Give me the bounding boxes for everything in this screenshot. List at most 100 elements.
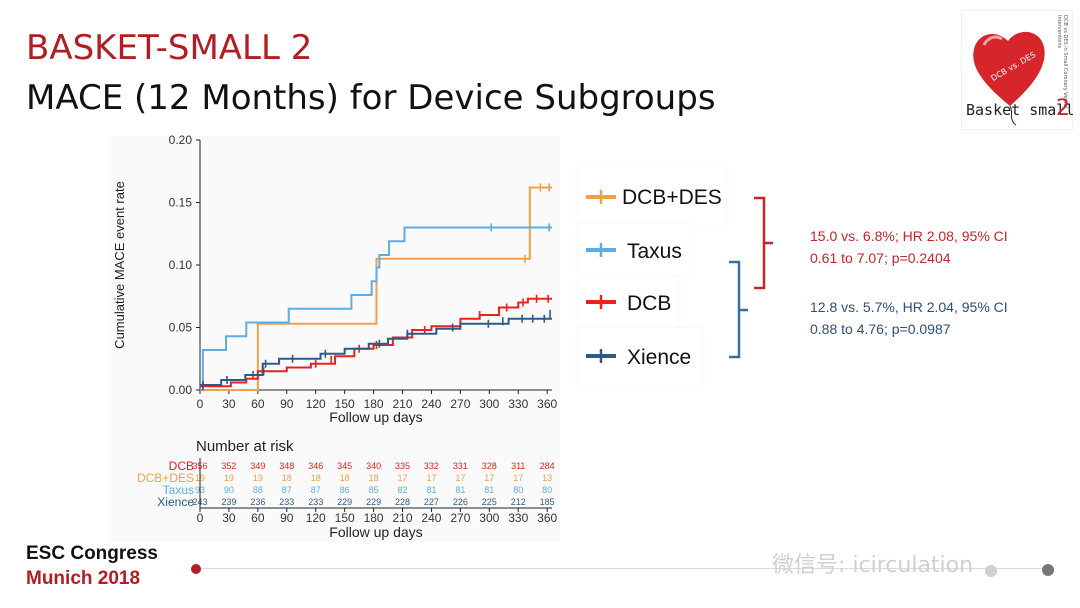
- risk-value: 335: [395, 461, 410, 471]
- legend-label-xience: Xience: [627, 346, 692, 369]
- risk-value: 233: [279, 497, 294, 507]
- red-bracket: [754, 196, 773, 290]
- risk-value: 185: [540, 497, 555, 507]
- risk-table-title: Number at risk: [196, 438, 294, 455]
- risk-value: 81: [455, 485, 465, 495]
- risk-value: 87: [311, 485, 321, 495]
- risk-value: 346: [308, 461, 323, 471]
- risk-value: 311: [511, 461, 525, 471]
- blue-bracket: [729, 260, 748, 359]
- risk-value: 229: [337, 497, 352, 507]
- series-line-taxus: [200, 226, 552, 391]
- y-tick-label: 0.00: [169, 383, 193, 397]
- x-tick-label: 210: [393, 397, 413, 411]
- y-tick-label: 0.15: [169, 196, 193, 210]
- risk-value: 352: [221, 461, 236, 471]
- risk-value: 349: [250, 461, 265, 471]
- risk-value: 85: [369, 485, 379, 495]
- risk-x-tick-label: 90: [280, 511, 294, 525]
- stat-blue-line-2: 0.88 to 4.76; p=0.0987: [810, 321, 951, 337]
- risk-value: 340: [366, 461, 381, 471]
- risk-value: 345: [337, 461, 352, 471]
- risk-x-tick-label: 360: [537, 511, 557, 525]
- risk-row-name: Taxus: [163, 483, 194, 497]
- stat-red-line-2: 0.61 to 7.07; p=0.2404: [810, 250, 951, 266]
- legend-marker-dcb: [586, 295, 616, 309]
- stat-red-line-1: 15.0 vs. 6.8%; HR 2.08, 95% CI: [810, 228, 1008, 244]
- logo-name: Basket small: [966, 101, 1075, 119]
- risk-value: 348: [279, 461, 294, 471]
- x-tick-label: 300: [479, 397, 499, 411]
- y-tick-label: 0.20: [169, 133, 193, 147]
- heart-logo-icon: DCB vs. DES: [973, 31, 1045, 126]
- y-tick-label: 0.10: [169, 258, 193, 272]
- risk-value: 331: [453, 461, 468, 471]
- risk-value: 284: [540, 461, 555, 471]
- risk-value: 86: [340, 485, 350, 495]
- logo-number: 2: [1056, 96, 1070, 121]
- x-tick-label: 180: [364, 397, 384, 411]
- risk-x-tick-label: 300: [479, 511, 499, 525]
- risk-value: 17: [426, 473, 436, 483]
- x-axis-title: Follow up days: [329, 409, 422, 425]
- footer-congress: ESC Congress: [26, 543, 158, 564]
- x-tick-label: 240: [421, 397, 441, 411]
- risk-value: 17: [455, 473, 465, 483]
- risk-value: 13: [542, 473, 552, 483]
- risk-x-tick-label: 270: [450, 511, 470, 525]
- risk-value: 332: [424, 461, 439, 471]
- risk-row-name: DCB: [169, 459, 194, 473]
- risk-x-tick-label: 0: [197, 511, 204, 525]
- footer-divider: [196, 568, 1046, 569]
- y-axis-title: Cumulative MACE event rate: [112, 181, 127, 349]
- x-tick-label: 0: [197, 397, 204, 411]
- risk-value: 82: [398, 485, 408, 495]
- risk-value: 90: [224, 485, 234, 495]
- legend-marker-xience: [586, 349, 616, 363]
- basket-small-logo: DCB vs. DES DCB vs DES in Small Coronary…: [961, 10, 1075, 130]
- risk-x-axis-title: Follow up days: [329, 524, 422, 540]
- x-tick-label: 90: [280, 397, 294, 411]
- risk-value: 18: [282, 473, 292, 483]
- risk-value: 19: [253, 473, 263, 483]
- risk-value: 229: [366, 497, 381, 507]
- risk-x-tick-label: 120: [306, 511, 326, 525]
- legend-marker-taxus: [586, 243, 616, 257]
- risk-value: 80: [542, 485, 552, 495]
- x-tick-label: 60: [251, 397, 265, 411]
- risk-value: 328: [482, 461, 497, 471]
- risk-value: 81: [426, 485, 436, 495]
- footer-dot-gray: [1042, 564, 1054, 576]
- footer-dot-light: [985, 565, 997, 577]
- risk-row-name: Xience: [157, 495, 194, 509]
- risk-value: 233: [308, 497, 323, 507]
- risk-value: 19: [224, 473, 234, 483]
- legend-label-dcb-des: DCB+DES: [622, 186, 722, 209]
- risk-value: 226: [453, 497, 468, 507]
- risk-row-name: DCB+DES: [137, 471, 194, 485]
- risk-x-tick-label: 180: [364, 511, 384, 525]
- legend-marker-dcb-des: [586, 190, 616, 204]
- risk-value: 17: [398, 473, 408, 483]
- page-title: BASKET-SMALL 2: [26, 28, 313, 68]
- risk-x-tick-label: 330: [508, 511, 528, 525]
- risk-x-tick-label: 30: [222, 511, 236, 525]
- stat-blue-line-1: 12.8 vs. 5.7%, HR 2.04, 95% CI: [810, 299, 1008, 315]
- chart-panel: [108, 136, 560, 542]
- risk-value: 228: [395, 497, 410, 507]
- risk-value: 227: [424, 497, 439, 507]
- x-tick-label: 270: [450, 397, 470, 411]
- x-tick-label: 330: [508, 397, 528, 411]
- risk-value: 225: [482, 497, 497, 507]
- legend-label-taxus: Taxus: [627, 240, 682, 263]
- page-subtitle: MACE (12 Months) for Device Subgroups: [26, 78, 716, 118]
- x-tick-label: 120: [306, 397, 326, 411]
- risk-value: 239: [221, 497, 236, 507]
- risk-x-tick-label: 60: [251, 511, 265, 525]
- risk-value: 18: [311, 473, 321, 483]
- risk-value: 80: [513, 485, 523, 495]
- footer-location: Munich 2018: [26, 568, 141, 589]
- series-line-dcb: [200, 297, 552, 388]
